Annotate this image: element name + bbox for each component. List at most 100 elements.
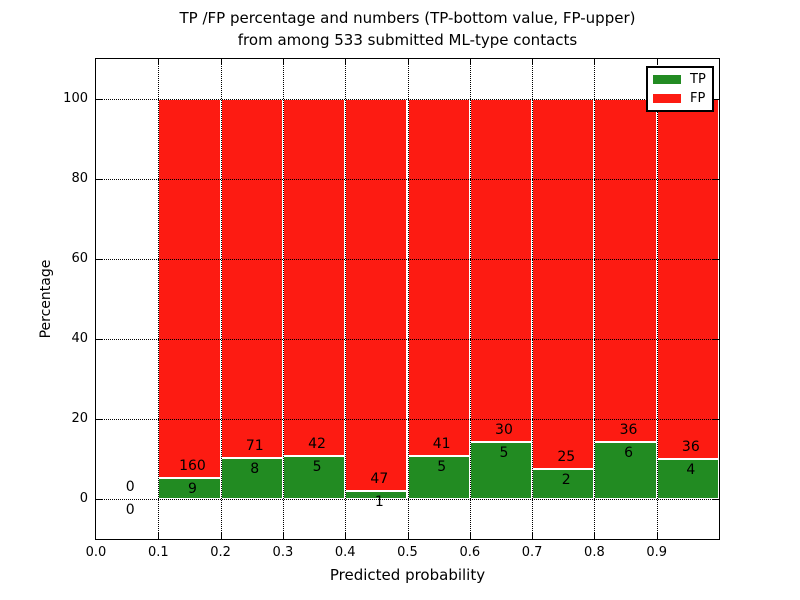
y-tick-mark-right	[713, 179, 719, 180]
y-tick-label: 100	[63, 91, 88, 106]
y-tick-mark-left	[96, 499, 102, 500]
bar-segment-fp	[469, 99, 533, 442]
gridline-vertical	[282, 59, 284, 539]
x-tick-mark-top	[345, 59, 347, 65]
bar-label-fp-count: 36	[619, 421, 638, 438]
bar-label-tp-count: 8	[250, 461, 260, 478]
x-tick-mark-top	[532, 59, 534, 65]
bar-label-tp-count: 9	[187, 480, 197, 497]
bar-segment-tp	[282, 456, 346, 499]
x-tick-mark-top	[407, 59, 409, 65]
y-tick-mark-left	[96, 259, 102, 260]
x-tick-label: 0.6	[459, 545, 481, 560]
gridline-vertical	[407, 59, 409, 539]
y-tick-label: 20	[71, 411, 88, 426]
x-axis-label: Predicted probability	[329, 566, 486, 584]
bar-segment-fp	[532, 99, 595, 470]
x-tick-label: 0.1	[147, 545, 169, 560]
legend-item-tp: TP	[648, 73, 712, 86]
bar-label-fp-count: 36	[681, 439, 700, 455]
x-tick-mark-top	[220, 59, 222, 65]
chart-title-line1: TP /FP percentage and numbers (TP-bottom…	[179, 9, 636, 27]
bar-label-tp-count: 4	[686, 462, 696, 478]
y-tick-mark-right	[713, 339, 719, 340]
x-tick-label: 0.2	[210, 545, 231, 560]
x-tick-mark-bottom	[407, 533, 409, 539]
gridline-vertical	[158, 59, 160, 539]
x-tick-mark-bottom	[345, 533, 347, 539]
y-tick-mark-left	[96, 179, 102, 180]
bar-label-fp-count: 25	[557, 449, 576, 466]
y-tick-mark-left	[96, 339, 102, 340]
bar-segment-fp	[158, 99, 221, 478]
legend-swatch-tp	[653, 75, 681, 85]
bar-label-tp-count: 1	[374, 493, 384, 510]
x-tick-mark-bottom	[594, 533, 596, 539]
x-tick-mark-top	[656, 59, 658, 65]
bar-label-fp-count: 42	[308, 436, 326, 453]
bar-segment-fp	[656, 99, 719, 459]
bar-label-fp-count: 160	[179, 457, 206, 474]
bar-segment-fp	[220, 99, 283, 459]
y-tick-label: 80	[71, 171, 88, 186]
bar-label-fp-count: 0	[125, 479, 135, 495]
bar-label-fp-count: 41	[432, 435, 451, 452]
y-tick-mark-right	[713, 259, 719, 260]
x-tick-mark-bottom	[532, 533, 534, 539]
x-tick-label: 0.5	[397, 545, 418, 560]
y-tick-label: 60	[71, 251, 88, 266]
bar-label-tp-count: 6	[624, 444, 633, 461]
y-tick-mark-right	[713, 499, 719, 500]
x-tick-mark-bottom	[469, 533, 471, 539]
bar-segment-fp	[345, 99, 408, 491]
x-tick-mark-top	[594, 59, 596, 65]
y-axis-label: Percentage	[38, 259, 54, 339]
gridline-vertical	[532, 59, 534, 539]
legend-box: TP FP	[646, 66, 714, 112]
bar-label-fp-count: 71	[245, 438, 264, 455]
y-tick-mark-left	[96, 419, 102, 420]
gridline-vertical	[594, 59, 596, 539]
gridline-vertical	[469, 59, 471, 539]
chart-title-line2: from among 533 submitted ML-type contact…	[237, 31, 578, 49]
bar-segment-fp	[407, 99, 470, 456]
x-tick-mark-bottom	[282, 533, 284, 539]
x-tick-mark-bottom	[158, 533, 160, 539]
bar-label-fp-count: 30	[495, 421, 513, 438]
bar-label-tp-count: 0	[125, 502, 135, 518]
bar-label-tp-count: 5	[312, 459, 322, 476]
gridline-vertical	[345, 59, 347, 539]
y-tick-mark-right	[713, 99, 719, 100]
legend-swatch-fp	[653, 93, 681, 103]
x-tick-label: 0.7	[521, 545, 543, 560]
gridline-vertical	[656, 59, 658, 539]
x-tick-mark-top	[282, 59, 284, 65]
x-tick-label: 0.4	[334, 545, 356, 560]
x-tick-mark-bottom	[220, 533, 222, 539]
bar-label-fp-count: 47	[370, 470, 389, 487]
legend-label-fp: FP	[690, 90, 706, 106]
x-tick-label: 0.0	[85, 545, 107, 560]
y-tick-label: 0	[79, 491, 88, 506]
x-tick-mark-top	[158, 59, 160, 65]
y-tick-mark-left	[96, 99, 102, 100]
y-tick-label: 40	[71, 331, 88, 346]
chart-title: TP /FP percentage and numbers (TP-bottom…	[96, 7, 719, 51]
bar-label-tp-count: 5	[437, 458, 447, 475]
bar-segment-tp	[656, 459, 719, 499]
bar-segment-fp	[282, 99, 346, 457]
bar-label-tp-count: 2	[561, 472, 571, 489]
bar-segment-tp	[220, 458, 283, 499]
x-tick-label: 0.9	[646, 545, 668, 560]
bar-segment-fp	[594, 99, 657, 442]
gridline-vertical	[220, 59, 222, 539]
legend-item-fp: FP	[648, 92, 712, 105]
x-tick-label: 0.3	[272, 545, 294, 560]
legend-label-tp: TP	[690, 72, 706, 88]
bar-label-tp-count: 5	[499, 444, 509, 461]
x-tick-label: 0.8	[584, 545, 605, 560]
x-tick-mark-top	[469, 59, 471, 65]
y-tick-mark-right	[713, 419, 719, 420]
x-tick-mark-bottom	[656, 533, 658, 539]
